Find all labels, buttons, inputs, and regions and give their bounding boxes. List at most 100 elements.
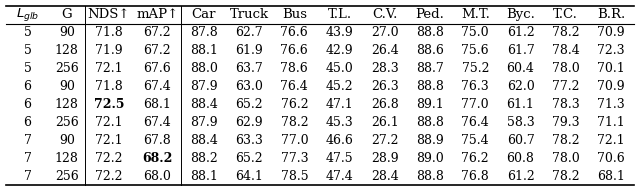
Text: 61.2: 61.2 xyxy=(507,170,534,183)
Text: 27.2: 27.2 xyxy=(371,134,399,147)
Text: 90: 90 xyxy=(59,26,75,39)
Text: 67.2: 67.2 xyxy=(143,44,171,57)
Text: 87.9: 87.9 xyxy=(190,116,218,129)
Text: mAP↑: mAP↑ xyxy=(136,8,179,21)
Text: Truck: Truck xyxy=(230,8,269,21)
Text: 78.0: 78.0 xyxy=(552,62,580,75)
Text: 70.1: 70.1 xyxy=(597,62,625,75)
Text: 60.8: 60.8 xyxy=(507,152,534,165)
Text: 47.5: 47.5 xyxy=(326,152,353,165)
Text: 88.1: 88.1 xyxy=(190,170,218,183)
Text: Car: Car xyxy=(191,8,216,21)
Text: 77.0: 77.0 xyxy=(280,134,308,147)
Text: 71.3: 71.3 xyxy=(597,98,625,111)
Text: 78.4: 78.4 xyxy=(552,44,580,57)
Text: 89.0: 89.0 xyxy=(416,152,444,165)
Text: 67.4: 67.4 xyxy=(143,80,171,93)
Text: 88.8: 88.8 xyxy=(416,116,444,129)
Text: M.T.: M.T. xyxy=(461,8,490,21)
Text: 88.0: 88.0 xyxy=(190,62,218,75)
Text: 58.3: 58.3 xyxy=(507,116,534,129)
Text: 78.3: 78.3 xyxy=(552,98,580,111)
Text: 61.9: 61.9 xyxy=(236,44,263,57)
Text: 71.9: 71.9 xyxy=(95,44,123,57)
Text: 76.3: 76.3 xyxy=(461,80,489,93)
Text: 68.1: 68.1 xyxy=(143,98,171,111)
Text: 76.2: 76.2 xyxy=(280,98,308,111)
Text: 5: 5 xyxy=(24,62,31,75)
Text: 67.8: 67.8 xyxy=(143,134,171,147)
Text: 43.9: 43.9 xyxy=(326,26,353,39)
Text: 256: 256 xyxy=(55,170,79,183)
Text: 72.1: 72.1 xyxy=(95,116,123,129)
Text: 63.7: 63.7 xyxy=(236,62,263,75)
Text: B.R.: B.R. xyxy=(597,8,625,21)
Text: 76.8: 76.8 xyxy=(461,170,489,183)
Text: 70.9: 70.9 xyxy=(597,26,625,39)
Text: 42.9: 42.9 xyxy=(326,44,353,57)
Text: 65.2: 65.2 xyxy=(236,152,263,165)
Text: 88.8: 88.8 xyxy=(416,80,444,93)
Text: 28.3: 28.3 xyxy=(371,62,399,75)
Text: 67.6: 67.6 xyxy=(143,62,171,75)
Text: 27.0: 27.0 xyxy=(371,26,399,39)
Text: 46.6: 46.6 xyxy=(326,134,353,147)
Text: 88.2: 88.2 xyxy=(190,152,218,165)
Text: 256: 256 xyxy=(55,116,79,129)
Text: 68.2: 68.2 xyxy=(142,152,172,165)
Text: 75.6: 75.6 xyxy=(461,44,489,57)
Text: 26.3: 26.3 xyxy=(371,80,399,93)
Text: 75.0: 75.0 xyxy=(461,26,489,39)
Text: 79.3: 79.3 xyxy=(552,116,580,129)
Text: 78.2: 78.2 xyxy=(552,134,580,147)
Text: 78.2: 78.2 xyxy=(552,26,580,39)
Text: 256: 256 xyxy=(55,62,79,75)
Text: 5: 5 xyxy=(24,26,31,39)
Text: 88.4: 88.4 xyxy=(190,98,218,111)
Text: 76.6: 76.6 xyxy=(280,26,308,39)
Text: 28.4: 28.4 xyxy=(371,170,399,183)
Text: 45.2: 45.2 xyxy=(326,80,353,93)
Text: 90: 90 xyxy=(59,80,75,93)
Text: 6: 6 xyxy=(24,116,31,129)
Text: 76.4: 76.4 xyxy=(461,116,489,129)
Text: 88.9: 88.9 xyxy=(416,134,444,147)
Text: 62.0: 62.0 xyxy=(507,80,534,93)
Text: $L_{glb}$: $L_{glb}$ xyxy=(16,6,39,23)
Text: 76.6: 76.6 xyxy=(280,44,308,57)
Text: 64.1: 64.1 xyxy=(236,170,263,183)
Text: T.L.: T.L. xyxy=(328,8,351,21)
Text: 61.1: 61.1 xyxy=(507,98,534,111)
Text: 6: 6 xyxy=(24,80,31,93)
Text: 72.1: 72.1 xyxy=(597,134,625,147)
Text: Byc.: Byc. xyxy=(506,8,535,21)
Text: 6: 6 xyxy=(24,98,31,111)
Text: 28.9: 28.9 xyxy=(371,152,399,165)
Text: 71.8: 71.8 xyxy=(95,80,123,93)
Text: 77.2: 77.2 xyxy=(552,80,579,93)
Text: C.V.: C.V. xyxy=(372,8,397,21)
Text: 62.7: 62.7 xyxy=(236,26,263,39)
Text: 71.1: 71.1 xyxy=(597,116,625,129)
Text: 78.0: 78.0 xyxy=(552,152,580,165)
Text: 60.4: 60.4 xyxy=(507,62,534,75)
Text: 63.3: 63.3 xyxy=(236,134,263,147)
Text: 88.1: 88.1 xyxy=(190,44,218,57)
Text: 88.7: 88.7 xyxy=(416,62,444,75)
Text: 128: 128 xyxy=(55,44,79,57)
Text: 68.1: 68.1 xyxy=(597,170,625,183)
Text: 87.8: 87.8 xyxy=(190,26,218,39)
Text: 76.2: 76.2 xyxy=(461,152,489,165)
Text: 68.0: 68.0 xyxy=(143,170,171,183)
Text: 45.0: 45.0 xyxy=(326,62,353,75)
Text: 47.1: 47.1 xyxy=(326,98,353,111)
Text: 70.6: 70.6 xyxy=(597,152,625,165)
Text: 72.3: 72.3 xyxy=(597,44,625,57)
Text: 128: 128 xyxy=(55,152,79,165)
Text: 76.4: 76.4 xyxy=(280,80,308,93)
Text: 45.3: 45.3 xyxy=(326,116,353,129)
Text: 71.8: 71.8 xyxy=(95,26,123,39)
Text: 65.2: 65.2 xyxy=(236,98,263,111)
Text: 62.9: 62.9 xyxy=(236,116,263,129)
Text: 78.2: 78.2 xyxy=(552,170,580,183)
